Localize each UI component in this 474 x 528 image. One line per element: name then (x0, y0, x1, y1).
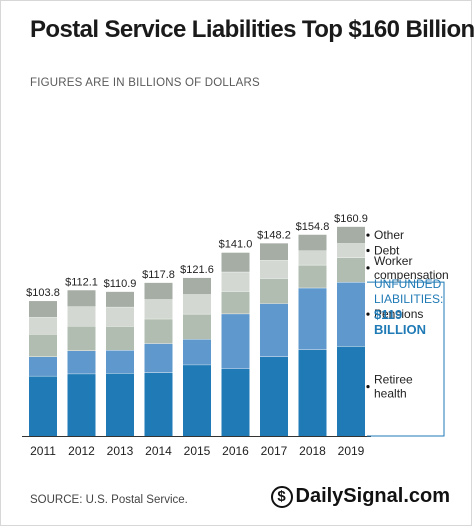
x-tick-2019: 2019 (338, 444, 365, 458)
bar-2012-debt (67, 306, 96, 327)
bar-2012-retiree-health (67, 373, 96, 436)
bar-2019-worker-compensation (337, 257, 365, 283)
bar-2017-pensions (260, 303, 288, 357)
bar-2016-debt (221, 271, 250, 292)
series-label-pensions: Pensions (374, 307, 423, 321)
bar-2019-other (337, 226, 365, 244)
x-tick-labels-group: 2011 2012 2013 2014 2015 2016 2017 2018 2019 (30, 444, 365, 458)
brand-logo[interactable]: $ DailySignal.com (270, 485, 451, 508)
bar-2018-retiree-health (298, 349, 327, 436)
bar-2012-pensions (67, 350, 96, 374)
unfunded-annotation: UNFUNDED LIABILITIES: $119 BILLION (367, 277, 445, 437)
bar-2017-debt (260, 260, 288, 279)
bar-2019-pensions (337, 282, 365, 347)
bar-2018-debt (298, 250, 327, 265)
bar-2011-pensions (29, 356, 57, 376)
total-label-2011: $103.8 (26, 287, 60, 299)
x-tick-2015: 2015 (184, 444, 211, 458)
bar-2012-other (67, 290, 96, 307)
annotation-line-1: UNFUNDED (374, 277, 442, 291)
bar-2015-debt (183, 294, 211, 314)
total-label-2016: $141.0 (219, 239, 253, 251)
bar-2016-other (221, 252, 250, 272)
bar-2013-debt (106, 306, 134, 327)
series-label-debt: Debt (374, 243, 400, 257)
bar-2014-debt (144, 299, 173, 319)
bar-2015-other (183, 277, 211, 295)
annotation-line-2: LIABILITIES: (374, 292, 443, 306)
total-label-2018: $154.8 (296, 221, 330, 233)
series-label-worker-compensation-line-2: compensation (374, 268, 449, 282)
bar-2019-retiree-health (337, 346, 365, 436)
total-labels-group: $103.8 $112.1 $110.9 $117.8 $121.6 $141.0 $148… (26, 213, 368, 299)
x-tick-2017: 2017 (261, 444, 288, 458)
x-tick-2018: 2018 (299, 444, 326, 458)
x-tick-2013: 2013 (107, 444, 134, 458)
bar-2018-pensions (298, 287, 327, 350)
annotation-line-3: $119 (374, 307, 402, 322)
x-tick-2016: 2016 (222, 444, 249, 458)
bar-2016-retiree-health (221, 368, 250, 436)
bar-2013-pensions (106, 350, 134, 374)
bar-2017-retiree-health (260, 356, 288, 436)
bar-2016-pensions (221, 313, 250, 369)
bar-2011-debt (29, 317, 57, 335)
bar-2014-retiree-health (144, 372, 173, 436)
dollar-circle-icon: $ (270, 485, 293, 508)
bar-2012-worker-compensation (67, 326, 96, 351)
total-label-2012: $112.1 (65, 276, 98, 288)
bar-2018-other (298, 234, 327, 251)
annotation-line-4: BILLION (374, 322, 426, 337)
series-label-other: Other (374, 228, 404, 242)
bar-2014-other (144, 282, 173, 300)
bar-2011-other (29, 301, 57, 318)
bar-2013-other (106, 291, 134, 307)
bar-2016-worker-compensation (221, 291, 250, 314)
chart-title: Postal Service Liabilities Top $160 Bill… (30, 16, 474, 43)
series-label-retiree-health-line-1: Retiree (374, 373, 413, 387)
bar-2011-worker-compensation (29, 334, 57, 357)
bar-2014-pensions (144, 343, 173, 373)
series-label-retiree-health-line-2: health (374, 387, 407, 401)
x-tick-2014: 2014 (145, 444, 172, 458)
bar-2015-retiree-health (183, 364, 211, 436)
chart-subtitle: FIGURES ARE IN BILLIONS OF DOLLARS (30, 77, 260, 89)
bars-group (29, 226, 365, 436)
bar-2014-worker-compensation (144, 318, 173, 344)
unfunded-bracket (367, 281, 445, 437)
total-label-2017: $148.2 (257, 229, 291, 241)
x-tick-2012: 2012 (68, 444, 95, 458)
brand-name: DailySignal.com (295, 485, 451, 507)
bar-2015-worker-compensation (183, 313, 211, 340)
bar-2011-retiree-health (29, 375, 57, 436)
bar-2017-other (260, 243, 288, 261)
series-label-worker-compensation-line-1: Worker (374, 254, 412, 268)
bar-2019-debt (337, 243, 365, 258)
bar-2013-worker-compensation (106, 326, 134, 351)
source-note: SOURCE: U.S. Postal Service. (30, 494, 188, 506)
x-tick-2011: 2011 (30, 444, 56, 458)
total-label-2015: $121.6 (180, 264, 214, 276)
total-label-2013: $110.9 (104, 278, 137, 290)
total-label-2019: $160.9 (334, 213, 368, 225)
bar-2018-worker-compensation (298, 264, 327, 288)
bar-2013-retiree-health (106, 373, 134, 436)
total-label-2014: $117.8 (142, 269, 175, 281)
bar-2017-worker-compensation (260, 278, 288, 304)
bar-2015-pensions (183, 339, 211, 365)
